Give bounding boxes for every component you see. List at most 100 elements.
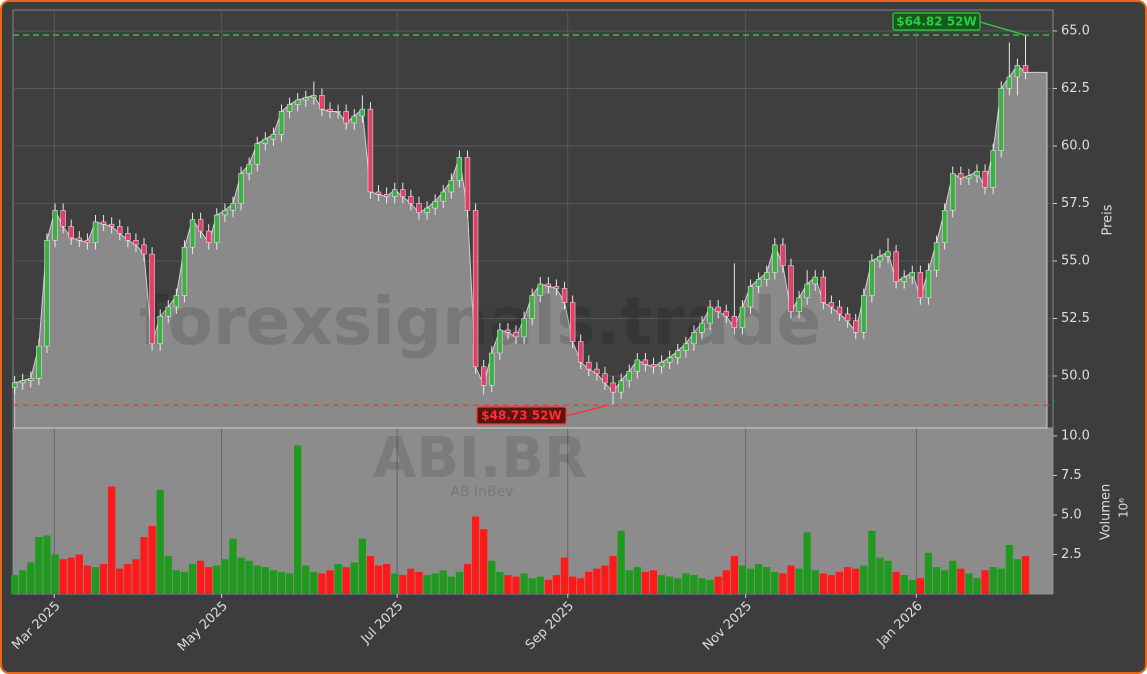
y2-tick-label: 2.5 [1061,547,1082,562]
volume-bar [318,573,326,594]
candle-body [861,295,867,333]
volume-bar [439,570,447,594]
annotation-box [892,12,981,31]
volume-bar [641,571,650,594]
volume-bar [649,570,658,594]
volume-bar [657,575,666,594]
volume-bar [253,565,261,594]
volume-bar [552,575,561,594]
candle-body [941,210,948,243]
volume-bar [455,571,464,594]
volume-bar [366,556,375,594]
candle-body [998,88,1004,151]
candle-body [100,221,107,225]
candle-body [836,306,843,315]
y-tick-label: 65.0 [1061,23,1090,38]
candle-body [675,350,681,358]
candle-body [505,329,511,333]
candle-body [529,295,535,319]
candle-body [254,143,260,165]
volume-bar [544,579,553,594]
volume-bar [463,563,472,594]
candle-body [885,251,891,257]
candle-body [553,286,560,289]
candle-body [294,99,301,105]
volume-bar [205,567,213,594]
candle-body [966,175,972,179]
candle-body [869,260,875,296]
candle-body [513,332,519,338]
candle-body [666,357,673,363]
candle-body [1006,76,1013,89]
volume-bar [59,559,67,594]
candle-body [432,200,438,209]
volume-bar [981,570,989,594]
candle-body [909,272,915,278]
volume-bar [536,576,544,594]
volume-bar [884,560,892,594]
volume-bar [738,565,747,594]
candle-body [52,210,58,241]
candle-body [392,189,398,197]
volume-bar [827,575,836,594]
volume-bar [447,576,455,594]
annotation-label: $64.82 52W [896,15,976,29]
candle-body [464,157,471,211]
volume-bar [593,568,601,594]
volume-bar [512,576,520,594]
candle-body [246,164,252,174]
candle-body [804,283,810,299]
volume-bar [43,535,51,594]
candle-body [618,380,624,393]
volume-bar [358,538,367,594]
volume-bar [188,563,197,594]
candle-body [189,219,196,248]
volume-bar [997,568,1005,594]
candle-body [238,173,244,204]
candle-body [707,306,713,324]
volume-bar [382,563,391,594]
candle-body [68,226,74,239]
candle-body [141,244,147,255]
volume-bar [698,578,706,594]
volume-bar [746,568,755,594]
volume-bar [868,530,876,594]
volume-bar [116,568,124,594]
volume-bar [803,532,811,594]
volume-bar [140,537,148,594]
candle-body [375,191,382,195]
annotation-arrow [565,404,609,417]
volume-bar [1005,544,1013,594]
y2-tick-label: 7.5 [1061,468,1082,483]
volume-bar [213,565,221,594]
volume-bar [196,560,205,594]
y2-tick-label: 5.0 [1061,507,1082,522]
volume-bar [795,568,803,594]
candle-body [448,180,454,193]
candle-body [982,171,988,188]
volume-bar [771,571,779,594]
volume-bar [1013,559,1022,594]
volume-bar [391,573,399,594]
volume-bar [835,571,844,594]
candle-body [480,366,487,386]
volume-bar [172,570,180,594]
volume-bar [124,563,132,594]
candle-body [925,269,932,299]
candle-body [36,345,42,379]
y-tick-label: 55.0 [1061,253,1090,268]
candle-body [974,171,980,177]
volume-bar [67,557,75,594]
candle-body [311,95,317,98]
volume-bar [334,563,342,594]
volume-bar [900,575,908,594]
candle-body [383,194,390,197]
candle-body [950,173,956,211]
volume-bar [779,573,787,594]
price-area [14,64,1048,429]
volume-bar [843,567,852,594]
volume-bar [99,563,108,594]
volume-bar [148,526,156,594]
volume-bar [423,575,431,594]
